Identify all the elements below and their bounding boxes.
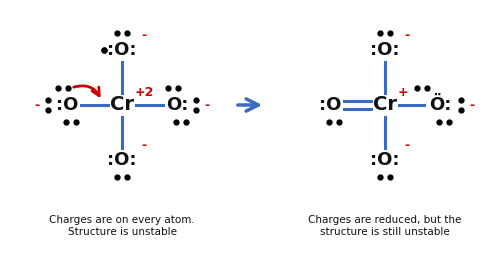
- Text: :O:: :O:: [107, 151, 137, 169]
- Text: :O:: :O:: [370, 151, 400, 169]
- Text: :O:: :O:: [107, 41, 137, 59]
- Text: +: +: [398, 87, 408, 99]
- Text: Charges are reduced, but the
structure is still unstable: Charges are reduced, but the structure i…: [308, 215, 462, 237]
- Text: -: -: [470, 98, 474, 112]
- Text: -: -: [34, 98, 40, 112]
- Text: :O: :O: [56, 96, 78, 114]
- Text: -: -: [404, 30, 409, 42]
- Text: -: -: [404, 140, 409, 152]
- Text: Cr: Cr: [373, 96, 397, 115]
- Text: -: -: [204, 98, 210, 112]
- Text: :O: :O: [319, 96, 341, 114]
- Text: -: -: [142, 30, 146, 42]
- Text: Charges are on every atom.
Structure is unstable: Charges are on every atom. Structure is …: [49, 215, 195, 237]
- Text: Ö:: Ö:: [429, 96, 451, 114]
- Text: Cr: Cr: [110, 96, 134, 115]
- Text: :O:: :O:: [370, 41, 400, 59]
- Text: O:: O:: [166, 96, 188, 114]
- Text: +2: +2: [134, 87, 154, 99]
- Text: -: -: [142, 140, 146, 152]
